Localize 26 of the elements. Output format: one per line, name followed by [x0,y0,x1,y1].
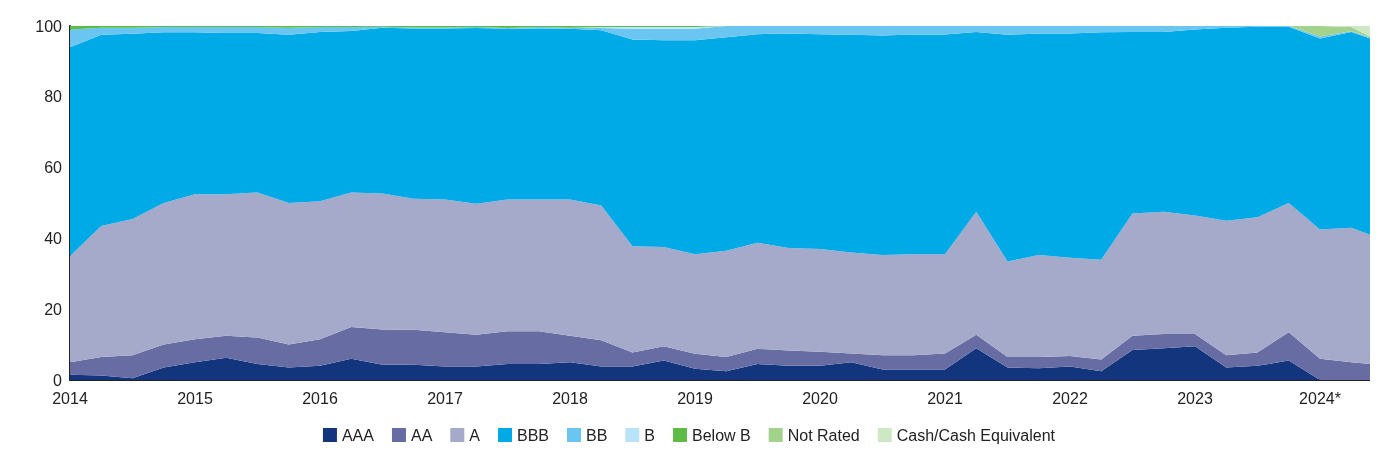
y-tick-label: 100 [35,17,63,35]
legend-label: Below B [692,426,751,444]
legend-label: AAA [341,426,375,444]
x-tick-label: 2016 [302,389,338,407]
y-tick-label: 40 [44,229,63,247]
y-tick-label: 60 [44,159,63,177]
y-tick-label: 0 [53,371,63,389]
x-tick-label: 2021 [927,389,963,407]
x-tick-label: 2023 [1177,389,1213,407]
x-tick-label: 2020 [802,389,838,407]
x-tick-label: 2015 [177,389,213,407]
legend-label: BBB [516,426,549,444]
x-tick-label: 2019 [677,389,713,407]
legend-label: A [469,426,481,444]
legend-label: AA [410,426,433,444]
y-tick-label: 20 [44,300,63,318]
x-tick-label: 2018 [552,389,588,407]
legend-label: B [644,426,656,444]
x-tick-label: 2017 [427,389,463,407]
x-tick-label: 2024* [1299,389,1341,407]
legend-label: Not Rated [787,426,860,444]
y-tick-label: 80 [44,88,63,106]
x-tick-label: 2014 [52,389,88,407]
x-tick-label: 2022 [1052,389,1088,407]
legend-label: BB [585,426,608,444]
legend-label: Cash/Cash Equivalent [896,426,1056,444]
